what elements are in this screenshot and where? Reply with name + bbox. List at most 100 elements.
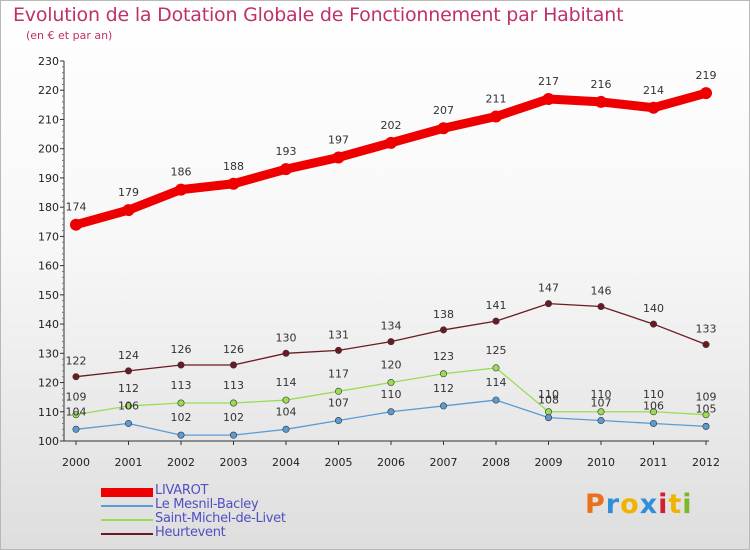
- data-label: 105: [696, 402, 717, 415]
- data-point: [492, 396, 500, 404]
- y-tick-label: 210: [38, 113, 59, 126]
- data-label: 104: [276, 405, 297, 418]
- data-label: 147: [538, 282, 559, 295]
- y-tick-label: 110: [38, 406, 59, 419]
- x-tick-label: 2001: [115, 456, 143, 469]
- data-label: 202: [381, 119, 402, 132]
- data-point: [649, 419, 657, 427]
- data-point: [230, 399, 238, 407]
- data-label: 131: [328, 328, 349, 341]
- y-tick-label: 230: [38, 55, 59, 68]
- data-point: [177, 361, 185, 369]
- data-point: [280, 163, 292, 176]
- data-point: [700, 87, 712, 100]
- data-point: [439, 402, 447, 410]
- data-label: 114: [276, 376, 297, 389]
- data-point: [490, 110, 502, 123]
- y-tick-label: 190: [38, 172, 59, 185]
- y-tick-label: 120: [38, 377, 59, 390]
- data-point: [177, 399, 185, 407]
- data-point: [175, 183, 187, 196]
- data-point: [385, 136, 397, 149]
- legend-label: Saint-Michel-de-Livet: [155, 511, 286, 526]
- data-point: [230, 361, 238, 369]
- data-label: 179: [118, 186, 139, 199]
- data-point: [544, 300, 552, 308]
- data-point: [649, 320, 657, 328]
- data-point: [597, 303, 605, 311]
- data-point: [542, 93, 555, 105]
- proxiti-logo: Proxiti: [585, 489, 693, 520]
- data-label: 126: [223, 343, 244, 356]
- data-point: [282, 425, 290, 433]
- data-point: [282, 396, 290, 404]
- y-tick-label: 100: [38, 435, 59, 448]
- series-line-0: [71, 88, 711, 230]
- data-label: 188: [223, 160, 244, 173]
- data-label: 110: [538, 388, 559, 401]
- data-point: [332, 151, 345, 164]
- data-point: [595, 95, 607, 108]
- data-point: [177, 431, 185, 439]
- data-point: [597, 417, 605, 425]
- data-point: [439, 326, 447, 334]
- y-tick-label: 220: [38, 84, 59, 97]
- x-tick-label: 2008: [482, 456, 510, 469]
- legend-swatch: [101, 519, 153, 521]
- data-label: 211: [486, 93, 507, 106]
- data-label: 106: [643, 399, 664, 412]
- data-label: 102: [223, 411, 244, 424]
- data-label: 117: [328, 367, 349, 380]
- data-label: 107: [328, 397, 349, 410]
- data-point: [544, 408, 552, 416]
- data-point: [597, 408, 605, 416]
- x-tick-label: 2004: [272, 456, 300, 469]
- x-tick-label: 2011: [640, 456, 668, 469]
- x-tick-label: 2005: [325, 456, 353, 469]
- data-label: 110: [643, 388, 664, 401]
- data-label: 126: [171, 343, 192, 356]
- data-point: [702, 411, 710, 419]
- data-label: 104: [66, 405, 87, 418]
- data-label: 146: [591, 285, 612, 298]
- data-label: 108: [538, 394, 559, 407]
- data-point: [72, 411, 80, 419]
- data-label: 216: [591, 78, 612, 91]
- data-point: [387, 408, 395, 416]
- data-label: 109: [66, 391, 87, 404]
- data-label: 102: [171, 411, 192, 424]
- data-label: 207: [433, 104, 454, 117]
- legend-swatch: [101, 533, 153, 535]
- data-point: [122, 204, 135, 217]
- data-point: [492, 364, 500, 372]
- x-tick-label: 2012: [692, 456, 720, 469]
- data-label: 123: [433, 350, 454, 363]
- data-point: [72, 425, 80, 433]
- data-point: [702, 341, 710, 349]
- data-label: 122: [66, 355, 87, 368]
- x-tick-label: 2000: [62, 456, 90, 469]
- data-point: [649, 408, 657, 416]
- x-tick-label: 2002: [167, 456, 195, 469]
- chart-subtitle: (en € et par an): [26, 29, 113, 42]
- x-tick-label: 2003: [220, 456, 248, 469]
- data-point: [282, 349, 290, 357]
- data-label: 110: [381, 388, 402, 401]
- data-label: 109: [696, 391, 717, 404]
- data-label: 134: [381, 320, 402, 333]
- y-tick-label: 130: [38, 347, 59, 360]
- data-point: [702, 422, 710, 430]
- y-tick-label: 170: [38, 230, 59, 243]
- data-point: [334, 417, 342, 425]
- data-point: [439, 370, 447, 378]
- data-point: [125, 367, 133, 375]
- data-label: 107: [591, 397, 612, 410]
- data-label: 138: [433, 308, 454, 321]
- data-label: 110: [591, 388, 612, 401]
- data-point: [647, 101, 660, 114]
- data-point: [227, 177, 240, 190]
- y-tick-label: 150: [38, 289, 59, 302]
- data-label: 197: [328, 133, 349, 146]
